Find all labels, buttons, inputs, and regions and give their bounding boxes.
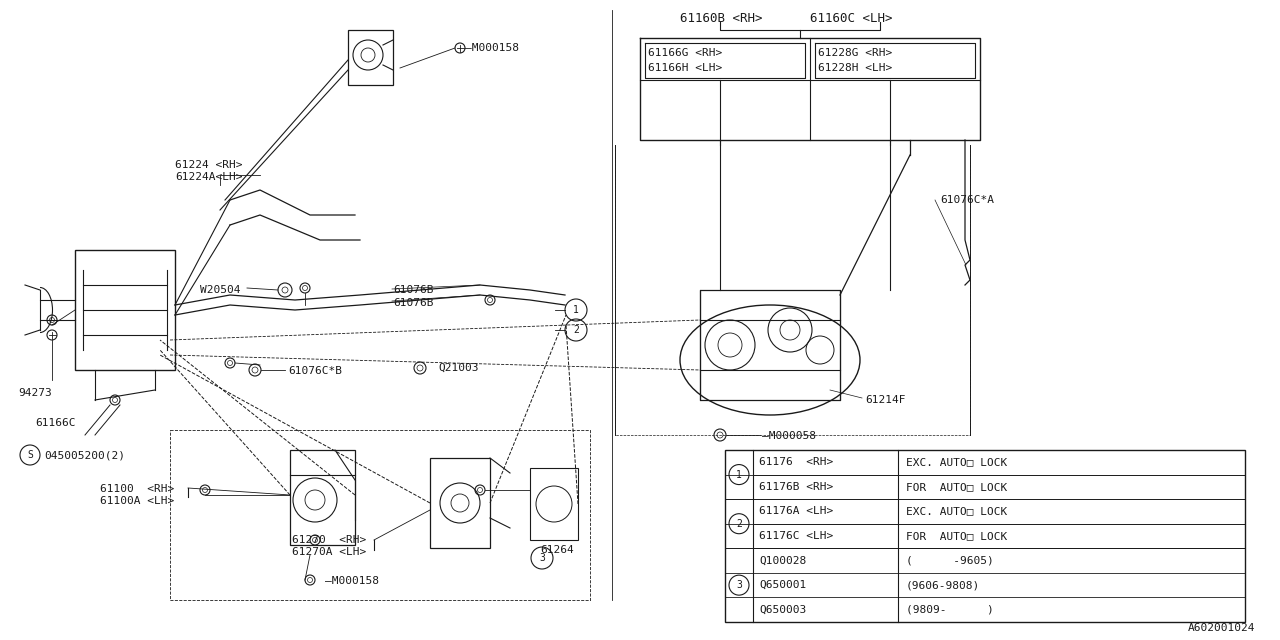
Text: 61224 <RH>: 61224 <RH> [175,160,242,170]
Text: Q650001: Q650001 [759,580,806,590]
Text: 61100A <LH>: 61100A <LH> [100,496,174,506]
Text: —M000158: —M000158 [465,43,518,53]
Text: EXC. AUTO□ LOCK: EXC. AUTO□ LOCK [906,458,1007,467]
Text: 61176B <RH>: 61176B <RH> [759,482,833,492]
Text: 61176C <LH>: 61176C <LH> [759,531,833,541]
Text: 61076B: 61076B [393,298,434,308]
Bar [348,30,393,85]
Text: EXC. AUTO□ LOCK: EXC. AUTO□ LOCK [906,506,1007,516]
Text: 61076C*A: 61076C*A [940,195,995,205]
Bar [76,250,175,370]
Text: —M000058: —M000058 [762,431,817,441]
Text: 61264: 61264 [540,545,573,555]
Text: (9809-      ): (9809- ) [906,605,993,614]
Text: 61176A <LH>: 61176A <LH> [759,506,833,516]
Text: 61228G <RH>: 61228G <RH> [818,48,892,58]
Text: 61076B: 61076B [393,285,434,295]
Text: 2: 2 [573,325,579,335]
Text: 61166C: 61166C [35,418,76,428]
Bar [530,468,579,540]
Text: (      -9605): ( -9605) [906,556,993,566]
Text: Q100028: Q100028 [759,556,806,566]
Text: 61270A <LH>: 61270A <LH> [292,547,366,557]
Text: 61270  <RH>: 61270 <RH> [292,535,366,545]
Text: Q21003: Q21003 [438,363,479,373]
Text: FOR  AUTO□ LOCK: FOR AUTO□ LOCK [906,482,1007,492]
Text: 61176  <RH>: 61176 <RH> [759,458,833,467]
Text: (9606-9808): (9606-9808) [906,580,980,590]
Text: 61076C*B: 61076C*B [288,366,342,376]
Text: 61214F: 61214F [865,395,905,405]
Text: 94273: 94273 [18,388,51,398]
Text: S: S [27,450,33,460]
Text: 3: 3 [736,580,742,590]
Text: W20504: W20504 [200,285,241,295]
Text: —M000158: —M000158 [325,576,379,586]
Bar [724,450,1245,622]
Text: 1: 1 [736,470,742,479]
Circle shape [47,330,58,340]
Text: 3: 3 [539,553,545,563]
Bar [430,458,490,548]
Text: 2: 2 [736,518,742,529]
Text: 61228H <LH>: 61228H <LH> [818,63,892,73]
Bar [291,450,355,545]
Text: 61160C <LH>: 61160C <LH> [810,12,892,25]
Text: FOR  AUTO□ LOCK: FOR AUTO□ LOCK [906,531,1007,541]
Circle shape [454,43,465,53]
Text: 045005200(2): 045005200(2) [44,450,125,460]
Text: Q650003: Q650003 [759,605,806,614]
Text: 61160B <RH>: 61160B <RH> [680,12,763,25]
Text: 61224A<LH>: 61224A<LH> [175,172,242,182]
Text: 1: 1 [573,305,579,315]
Text: A602001024: A602001024 [1188,623,1254,633]
Bar [700,290,840,400]
Text: 61166H <LH>: 61166H <LH> [648,63,722,73]
Text: 61166G <RH>: 61166G <RH> [648,48,722,58]
Text: 61100  <RH>: 61100 <RH> [100,484,174,494]
